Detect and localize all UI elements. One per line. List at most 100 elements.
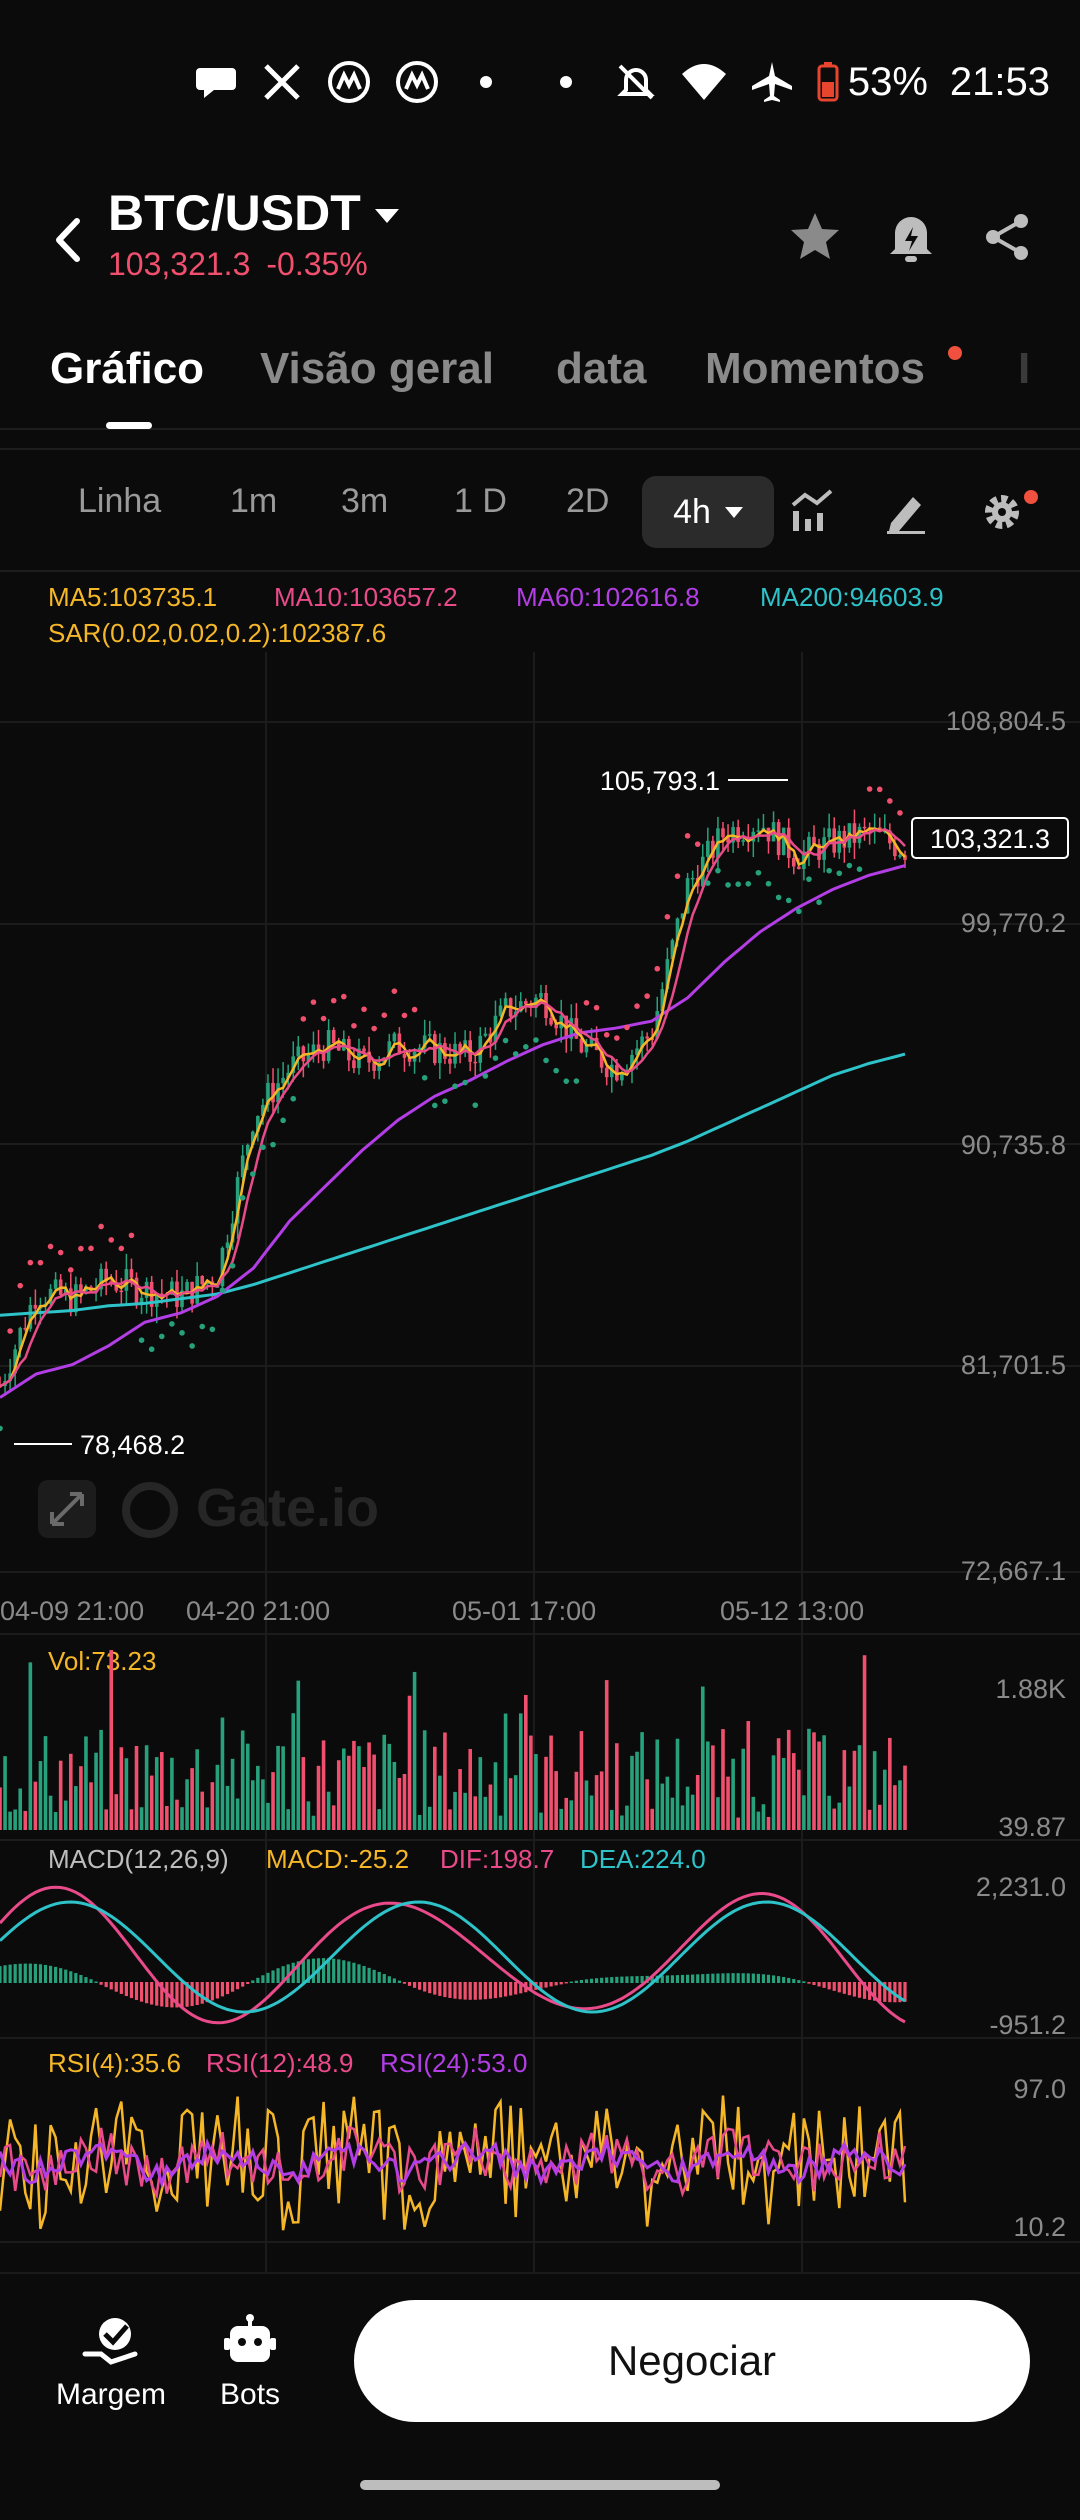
- volume-bar: [746, 1721, 751, 1830]
- dif-value: DIF:198.7: [440, 1844, 554, 1874]
- macd-bar: [483, 1982, 487, 2000]
- sar-dot: [280, 1117, 286, 1124]
- sar-dot: [856, 866, 863, 872]
- sar-dot: [128, 1232, 135, 1239]
- volume-bar: [650, 1808, 655, 1830]
- candle-body: [781, 827, 786, 856]
- volume-bar: [463, 1792, 467, 1830]
- macd-bar: [114, 1982, 118, 1992]
- sar-dot: [866, 786, 873, 792]
- candle-body: [200, 1276, 205, 1285]
- volume-bar: [766, 1816, 771, 1830]
- back-button[interactable]: [44, 210, 92, 270]
- volume-bar: [58, 1760, 63, 1830]
- macd-bar: [180, 1982, 184, 2008]
- volume-bar: [579, 1731, 584, 1830]
- interval-1d[interactable]: 1 D: [454, 482, 507, 520]
- margin-button[interactable]: Margem: [56, 2314, 166, 2412]
- interval-2d[interactable]: 2D: [566, 482, 610, 520]
- interval-selector[interactable]: 4h: [642, 476, 774, 548]
- candle-body: [261, 1104, 265, 1116]
- sar-dot: [179, 1330, 185, 1336]
- interval-3m[interactable]: 3m: [341, 482, 389, 520]
- sar-dot: [0, 1425, 3, 1432]
- tab-data[interactable]: data: [556, 344, 647, 393]
- candle-body: [604, 1067, 609, 1078]
- volume-bar: [331, 1805, 336, 1830]
- price-alert-button[interactable]: [876, 202, 946, 272]
- tab-chart[interactable]: Gráfico: [50, 344, 205, 393]
- sar-dot: [351, 1022, 357, 1029]
- volume-bar: [751, 1796, 756, 1830]
- volume-bar: [882, 1769, 887, 1830]
- candle-body: [99, 1268, 103, 1290]
- share-button[interactable]: [972, 202, 1042, 272]
- volume-bar: [245, 1743, 250, 1830]
- favorite-button[interactable]: [780, 202, 850, 272]
- volume-bar: [159, 1752, 164, 1830]
- rsi-axis-max: 97.0: [1013, 2074, 1066, 2104]
- macd-bar: [559, 1982, 563, 1985]
- rsi4-line: [0, 2095, 907, 2231]
- macd-bar: [210, 1982, 214, 2001]
- interval-line[interactable]: Linha: [78, 482, 162, 520]
- bots-label: Bots: [220, 2378, 281, 2411]
- macd-bar: [519, 1982, 523, 1994]
- macd-bar: [367, 1967, 371, 1983]
- volume-bar: [761, 1804, 766, 1830]
- sar-dot: [442, 1098, 448, 1104]
- pair-selector[interactable]: BTC/USDT: [108, 184, 399, 242]
- macd-title: MACD(12,26,9): [48, 1844, 229, 1874]
- volume-bar: [240, 1730, 245, 1830]
- macd-bar: [377, 1971, 381, 1983]
- candle-body: [321, 1051, 326, 1061]
- tab-overview[interactable]: Visão geral: [260, 344, 494, 393]
- last-price-tag: [911, 817, 1069, 859]
- last-price-tag-label: 103,321.3: [930, 824, 1050, 854]
- macd-bar: [842, 1982, 846, 1994]
- volume-bar: [266, 1802, 270, 1830]
- volume-bar: [134, 1746, 139, 1830]
- volume-bar: [422, 1730, 427, 1830]
- home-indicator[interactable]: [360, 2480, 720, 2490]
- candle-body: [256, 1115, 260, 1132]
- interval-1m[interactable]: 1m: [230, 482, 278, 520]
- volume-bar: [427, 1806, 432, 1830]
- robot-icon: [224, 2314, 277, 2362]
- drawing-tool-button[interactable]: [878, 484, 934, 540]
- sar-dot: [330, 997, 337, 1004]
- volume-bar: [741, 1748, 746, 1830]
- volume-bar: [63, 1800, 68, 1830]
- candle-body: [443, 1043, 447, 1059]
- sar-dot: [694, 841, 701, 847]
- tab-more[interactable]: I: [1018, 344, 1031, 393]
- candle-body: [544, 993, 548, 1019]
- chart-settings-button[interactable]: [974, 484, 1030, 540]
- candle-body: [736, 827, 740, 842]
- candle-body: [422, 1035, 427, 1048]
- candle-body: [311, 1044, 316, 1055]
- macd-bar: [418, 1982, 422, 1990]
- candle-body: [63, 1288, 68, 1295]
- volume-bar: [524, 1694, 528, 1830]
- macd-bar: [266, 1972, 270, 1983]
- volume-bar: [625, 1805, 629, 1830]
- kline-chart[interactable]: Gate.io MA5:103735.1 MA10:103657.2 MA60:…: [0, 572, 1080, 2272]
- macd-bar: [777, 1976, 781, 1983]
- volume-bar: [387, 1743, 392, 1830]
- volume-bar: [220, 1717, 225, 1830]
- macd-bar: [630, 1976, 634, 1983]
- tab-moments[interactable]: Momentos: [705, 344, 925, 393]
- trade-button[interactable]: Negociar: [354, 2300, 1030, 2422]
- candle-body: [129, 1269, 134, 1278]
- indicators-button[interactable]: [784, 484, 840, 540]
- candle-body: [675, 918, 680, 941]
- volume-bar: [200, 1791, 205, 1830]
- bots-button[interactable]: Bots: [220, 2314, 280, 2412]
- chart-area[interactable]: Gate.io MA5:103735.1 MA10:103657.2 MA60:…: [0, 572, 1080, 2272]
- notification-dot-icon-2: [559, 76, 572, 88]
- macd-bar: [883, 1982, 887, 2002]
- volume-bar: [695, 1774, 700, 1830]
- coinmarketcap-icon-2: [395, 61, 438, 103]
- high-label: 105,793.1: [600, 766, 720, 796]
